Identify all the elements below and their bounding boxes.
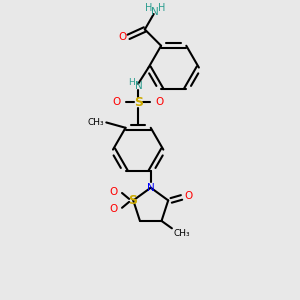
Text: CH₃: CH₃ <box>88 118 104 127</box>
Text: CH₃: CH₃ <box>173 229 190 238</box>
Text: O: O <box>113 97 121 107</box>
Text: N: N <box>151 7 159 17</box>
Text: H: H <box>145 2 152 13</box>
Text: O: O <box>109 204 117 214</box>
Text: N: N <box>147 183 154 193</box>
Text: O: O <box>109 187 117 196</box>
Text: S: S <box>128 194 137 207</box>
Text: H: H <box>128 78 135 87</box>
Text: O: O <box>185 191 193 201</box>
Text: O: O <box>118 32 126 42</box>
Text: N: N <box>135 81 142 91</box>
Text: O: O <box>155 97 164 107</box>
Text: S: S <box>134 96 143 109</box>
Text: H: H <box>158 2 166 13</box>
